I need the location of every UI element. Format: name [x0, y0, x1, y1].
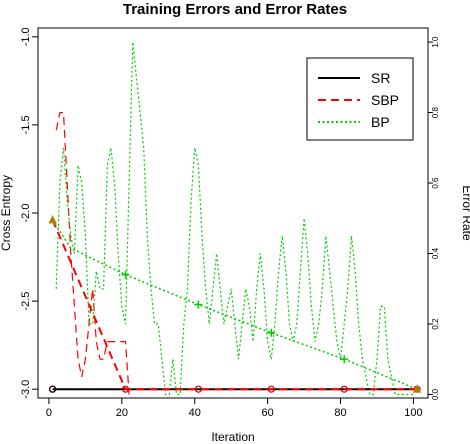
- y-left-tick-label: -3.0: [20, 380, 32, 399]
- circle-marker: [48, 385, 57, 393]
- y-right-tick-label: 1.0: [431, 36, 440, 48]
- y-left-tick-label: -2.0: [20, 204, 32, 223]
- x-tick-label: 80: [334, 407, 346, 419]
- y-axis-label-right: Error Rate: [460, 185, 470, 241]
- y-right-tick-label: 0.4: [431, 247, 440, 259]
- y-right-tick-label: 0.8: [431, 106, 440, 118]
- plot-area: [48, 42, 422, 396]
- triangle-marker: [412, 384, 422, 393]
- y-right-tick-label: 0.6: [431, 177, 440, 189]
- circle-marker: [267, 385, 275, 393]
- legend-label-sr: SR: [371, 70, 390, 86]
- legend-label-sbp: SBP: [371, 92, 399, 108]
- series-line-bp-right: [55, 42, 414, 396]
- circle-marker: [194, 385, 202, 393]
- x-axis-label: Iteration: [211, 430, 254, 444]
- x-tick-label: 40: [189, 407, 201, 419]
- circle-marker: [340, 385, 348, 393]
- x-tick-label: 100: [404, 407, 422, 419]
- series-line-sbp-left: [51, 219, 418, 391]
- x-tick-label: 20: [116, 407, 128, 419]
- chart-title: Training Errors and Error Rates: [123, 1, 347, 18]
- y-axis-label-left: Cross Entropy: [0, 175, 13, 251]
- plus-marker: [267, 328, 276, 337]
- legend: SR SBP BP: [306, 57, 414, 141]
- y-right-tick-label: 0.0: [431, 388, 440, 400]
- y-right-tick-label: 0.2: [431, 318, 440, 330]
- plus-marker: [194, 300, 203, 309]
- legend-label-bp: BP: [371, 114, 390, 130]
- triangle-marker: [48, 214, 57, 224]
- x-tick-label: 60: [262, 407, 274, 419]
- x-tick-label: 0: [46, 407, 52, 419]
- series-line-bp-left: [51, 219, 418, 390]
- circle-marker: [121, 385, 130, 393]
- y-left-tick-label: -1.5: [20, 115, 32, 134]
- axes: 0 20 40 60 80 100 -3.0 -2.5 -2.0 -1.5 -1.0 0.0 0.2 0.…: [20, 27, 440, 419]
- y-left-tick-label: -1.0: [20, 27, 32, 46]
- plus-marker: [340, 355, 349, 364]
- y-left-tick-label: -2.5: [20, 292, 32, 311]
- plus-marker: [121, 270, 130, 279]
